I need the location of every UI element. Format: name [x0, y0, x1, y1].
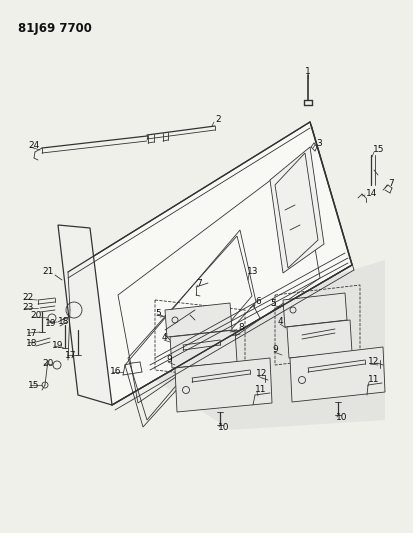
- Text: 9: 9: [272, 345, 278, 354]
- Text: 14: 14: [366, 189, 377, 198]
- Text: 15: 15: [28, 381, 40, 390]
- Text: 6: 6: [255, 297, 261, 306]
- Text: 19: 19: [45, 319, 57, 327]
- Text: 13: 13: [247, 268, 259, 277]
- Text: 10: 10: [336, 414, 347, 423]
- Text: 7: 7: [196, 279, 202, 287]
- Text: 20: 20: [30, 311, 41, 320]
- Text: 81J69 7700: 81J69 7700: [18, 22, 92, 35]
- Text: 19: 19: [52, 341, 64, 350]
- Text: 17: 17: [65, 351, 76, 359]
- Text: 4: 4: [162, 334, 168, 343]
- Polygon shape: [287, 320, 352, 358]
- Text: 9: 9: [166, 356, 172, 365]
- Polygon shape: [155, 260, 385, 430]
- Text: 21: 21: [42, 268, 53, 277]
- Text: 17: 17: [26, 329, 38, 338]
- Polygon shape: [170, 330, 237, 368]
- Text: 8: 8: [238, 322, 244, 332]
- Text: 16: 16: [110, 367, 121, 376]
- Text: 12: 12: [368, 358, 380, 367]
- Text: 5: 5: [270, 298, 276, 308]
- Text: 3: 3: [316, 139, 322, 148]
- Polygon shape: [270, 147, 324, 273]
- Text: 10: 10: [218, 424, 230, 432]
- Polygon shape: [58, 225, 112, 405]
- Text: 24: 24: [28, 141, 39, 150]
- Text: 11: 11: [255, 385, 266, 394]
- Text: 2: 2: [215, 116, 221, 125]
- Text: 20: 20: [42, 359, 53, 367]
- Text: 7: 7: [388, 179, 394, 188]
- Text: 23: 23: [22, 303, 33, 311]
- Polygon shape: [68, 122, 352, 405]
- Text: 18: 18: [26, 338, 38, 348]
- Text: 18: 18: [58, 318, 69, 327]
- Polygon shape: [290, 347, 385, 402]
- Text: 5: 5: [155, 309, 161, 318]
- Text: 1: 1: [305, 67, 311, 76]
- Polygon shape: [165, 303, 232, 337]
- Text: 22: 22: [22, 294, 33, 303]
- Polygon shape: [175, 358, 272, 412]
- Text: 12: 12: [256, 369, 267, 378]
- Polygon shape: [283, 293, 347, 327]
- Text: 4: 4: [278, 318, 284, 327]
- Text: 15: 15: [373, 146, 385, 155]
- Text: 11: 11: [368, 376, 380, 384]
